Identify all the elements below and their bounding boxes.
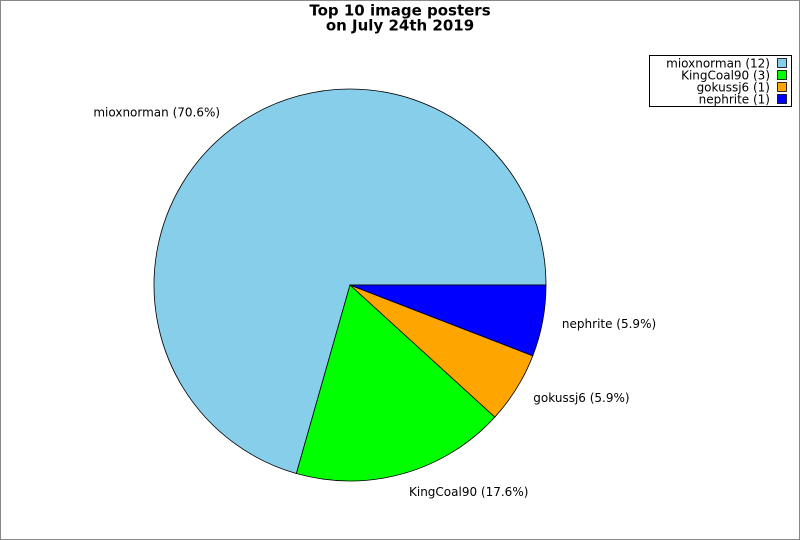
pie-slice — [295, 284, 496, 482]
legend-label: gokussj6 (1) — [697, 81, 770, 95]
legend-swatch — [777, 82, 787, 92]
slice-label: KingCoal90 (17.6%) — [409, 485, 528, 499]
legend-label: mioxnorman (12) — [666, 57, 770, 71]
chart-title: Top 10 image posters — [309, 2, 490, 20]
slice-label: mioxnorman (70.6%) — [93, 105, 220, 119]
slice-label: nephrite (5.9%) — [562, 317, 656, 331]
legend-swatch — [777, 58, 787, 68]
legend-box — [649, 55, 792, 107]
legend-swatch — [777, 70, 787, 80]
pie-slice — [153, 88, 547, 475]
legend-label: nephrite (1) — [699, 93, 770, 107]
chart-title: on July 24th 2019 — [326, 17, 474, 35]
slice-label: gokussj6 (5.9%) — [533, 391, 629, 405]
pie-slice — [349, 284, 547, 357]
legend-label: KingCoal90 (3) — [681, 69, 770, 83]
legend-swatch — [777, 94, 787, 104]
